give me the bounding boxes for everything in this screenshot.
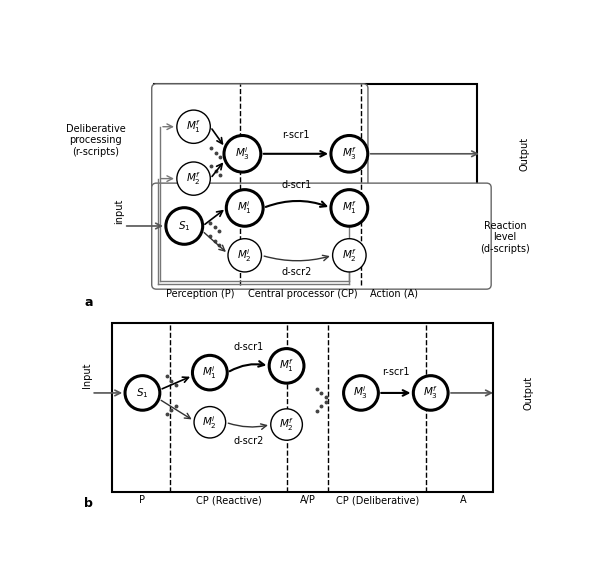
Text: $S_1$: $S_1$ — [178, 219, 191, 233]
Ellipse shape — [224, 135, 261, 172]
Text: $M_3^f$: $M_3^f$ — [342, 145, 357, 162]
Ellipse shape — [332, 239, 366, 272]
Bar — [112, 323, 493, 492]
Text: d-scr1: d-scr1 — [233, 342, 263, 352]
Text: $M_1^i$: $M_1^i$ — [202, 364, 217, 381]
Text: A: A — [460, 495, 467, 505]
Text: r-scr1: r-scr1 — [382, 367, 410, 377]
Text: $M_3^i$: $M_3^i$ — [235, 145, 250, 162]
Text: $M_2^i$: $M_2^i$ — [238, 247, 252, 264]
Ellipse shape — [177, 110, 211, 144]
Text: $M_2^f$: $M_2^f$ — [186, 170, 201, 187]
Text: b: b — [84, 497, 93, 510]
Text: $M_1^f$: $M_1^f$ — [279, 357, 294, 374]
Ellipse shape — [228, 239, 262, 272]
Text: Deliberative
processing
(r-scripts): Deliberative processing (r-scripts) — [66, 124, 126, 157]
Ellipse shape — [271, 409, 302, 440]
Ellipse shape — [344, 376, 379, 410]
Bar — [154, 84, 477, 285]
Text: $M_2^i$: $M_2^i$ — [202, 414, 217, 431]
Text: $S_1$: $S_1$ — [136, 386, 149, 400]
Ellipse shape — [226, 190, 263, 226]
Text: d-scr2: d-scr2 — [282, 267, 312, 277]
Ellipse shape — [193, 355, 227, 390]
Ellipse shape — [413, 376, 448, 410]
Text: $M_3^i$: $M_3^i$ — [353, 384, 368, 401]
Ellipse shape — [125, 376, 160, 410]
Text: r-scr1: r-scr1 — [282, 130, 310, 140]
Text: d-scr2: d-scr2 — [233, 436, 263, 446]
Text: a: a — [84, 296, 93, 309]
Text: $M_1^f$: $M_1^f$ — [186, 118, 201, 135]
Text: input: input — [114, 198, 124, 224]
Text: $M_1^f$: $M_1^f$ — [342, 200, 357, 216]
Text: Output: Output — [524, 376, 534, 410]
Text: A/P: A/P — [299, 495, 316, 505]
Ellipse shape — [269, 349, 304, 383]
Text: $M_2^f$: $M_2^f$ — [342, 247, 357, 264]
Ellipse shape — [331, 190, 368, 226]
Text: $M_2^f$: $M_2^f$ — [279, 416, 294, 433]
Text: d-scr1: d-scr1 — [282, 180, 312, 190]
Ellipse shape — [194, 407, 226, 438]
FancyBboxPatch shape — [152, 183, 491, 289]
Ellipse shape — [177, 162, 211, 195]
Text: Action (A): Action (A) — [370, 289, 418, 299]
Text: Input: Input — [82, 363, 92, 389]
Ellipse shape — [331, 135, 368, 172]
Text: Reaction
level
(d-scripts): Reaction level (d-scripts) — [480, 221, 530, 254]
Text: CP (Reactive): CP (Reactive) — [196, 495, 262, 505]
Text: $M_3^f$: $M_3^f$ — [423, 384, 439, 401]
Text: CP (Deliberative): CP (Deliberative) — [335, 495, 419, 505]
Text: Central processor (CP): Central processor (CP) — [248, 289, 358, 299]
Text: Perception (P): Perception (P) — [166, 289, 235, 299]
FancyBboxPatch shape — [152, 84, 368, 199]
Text: P: P — [139, 495, 145, 505]
Text: Output: Output — [519, 137, 529, 171]
Ellipse shape — [166, 207, 203, 244]
Text: $M_1^i$: $M_1^i$ — [237, 200, 252, 216]
